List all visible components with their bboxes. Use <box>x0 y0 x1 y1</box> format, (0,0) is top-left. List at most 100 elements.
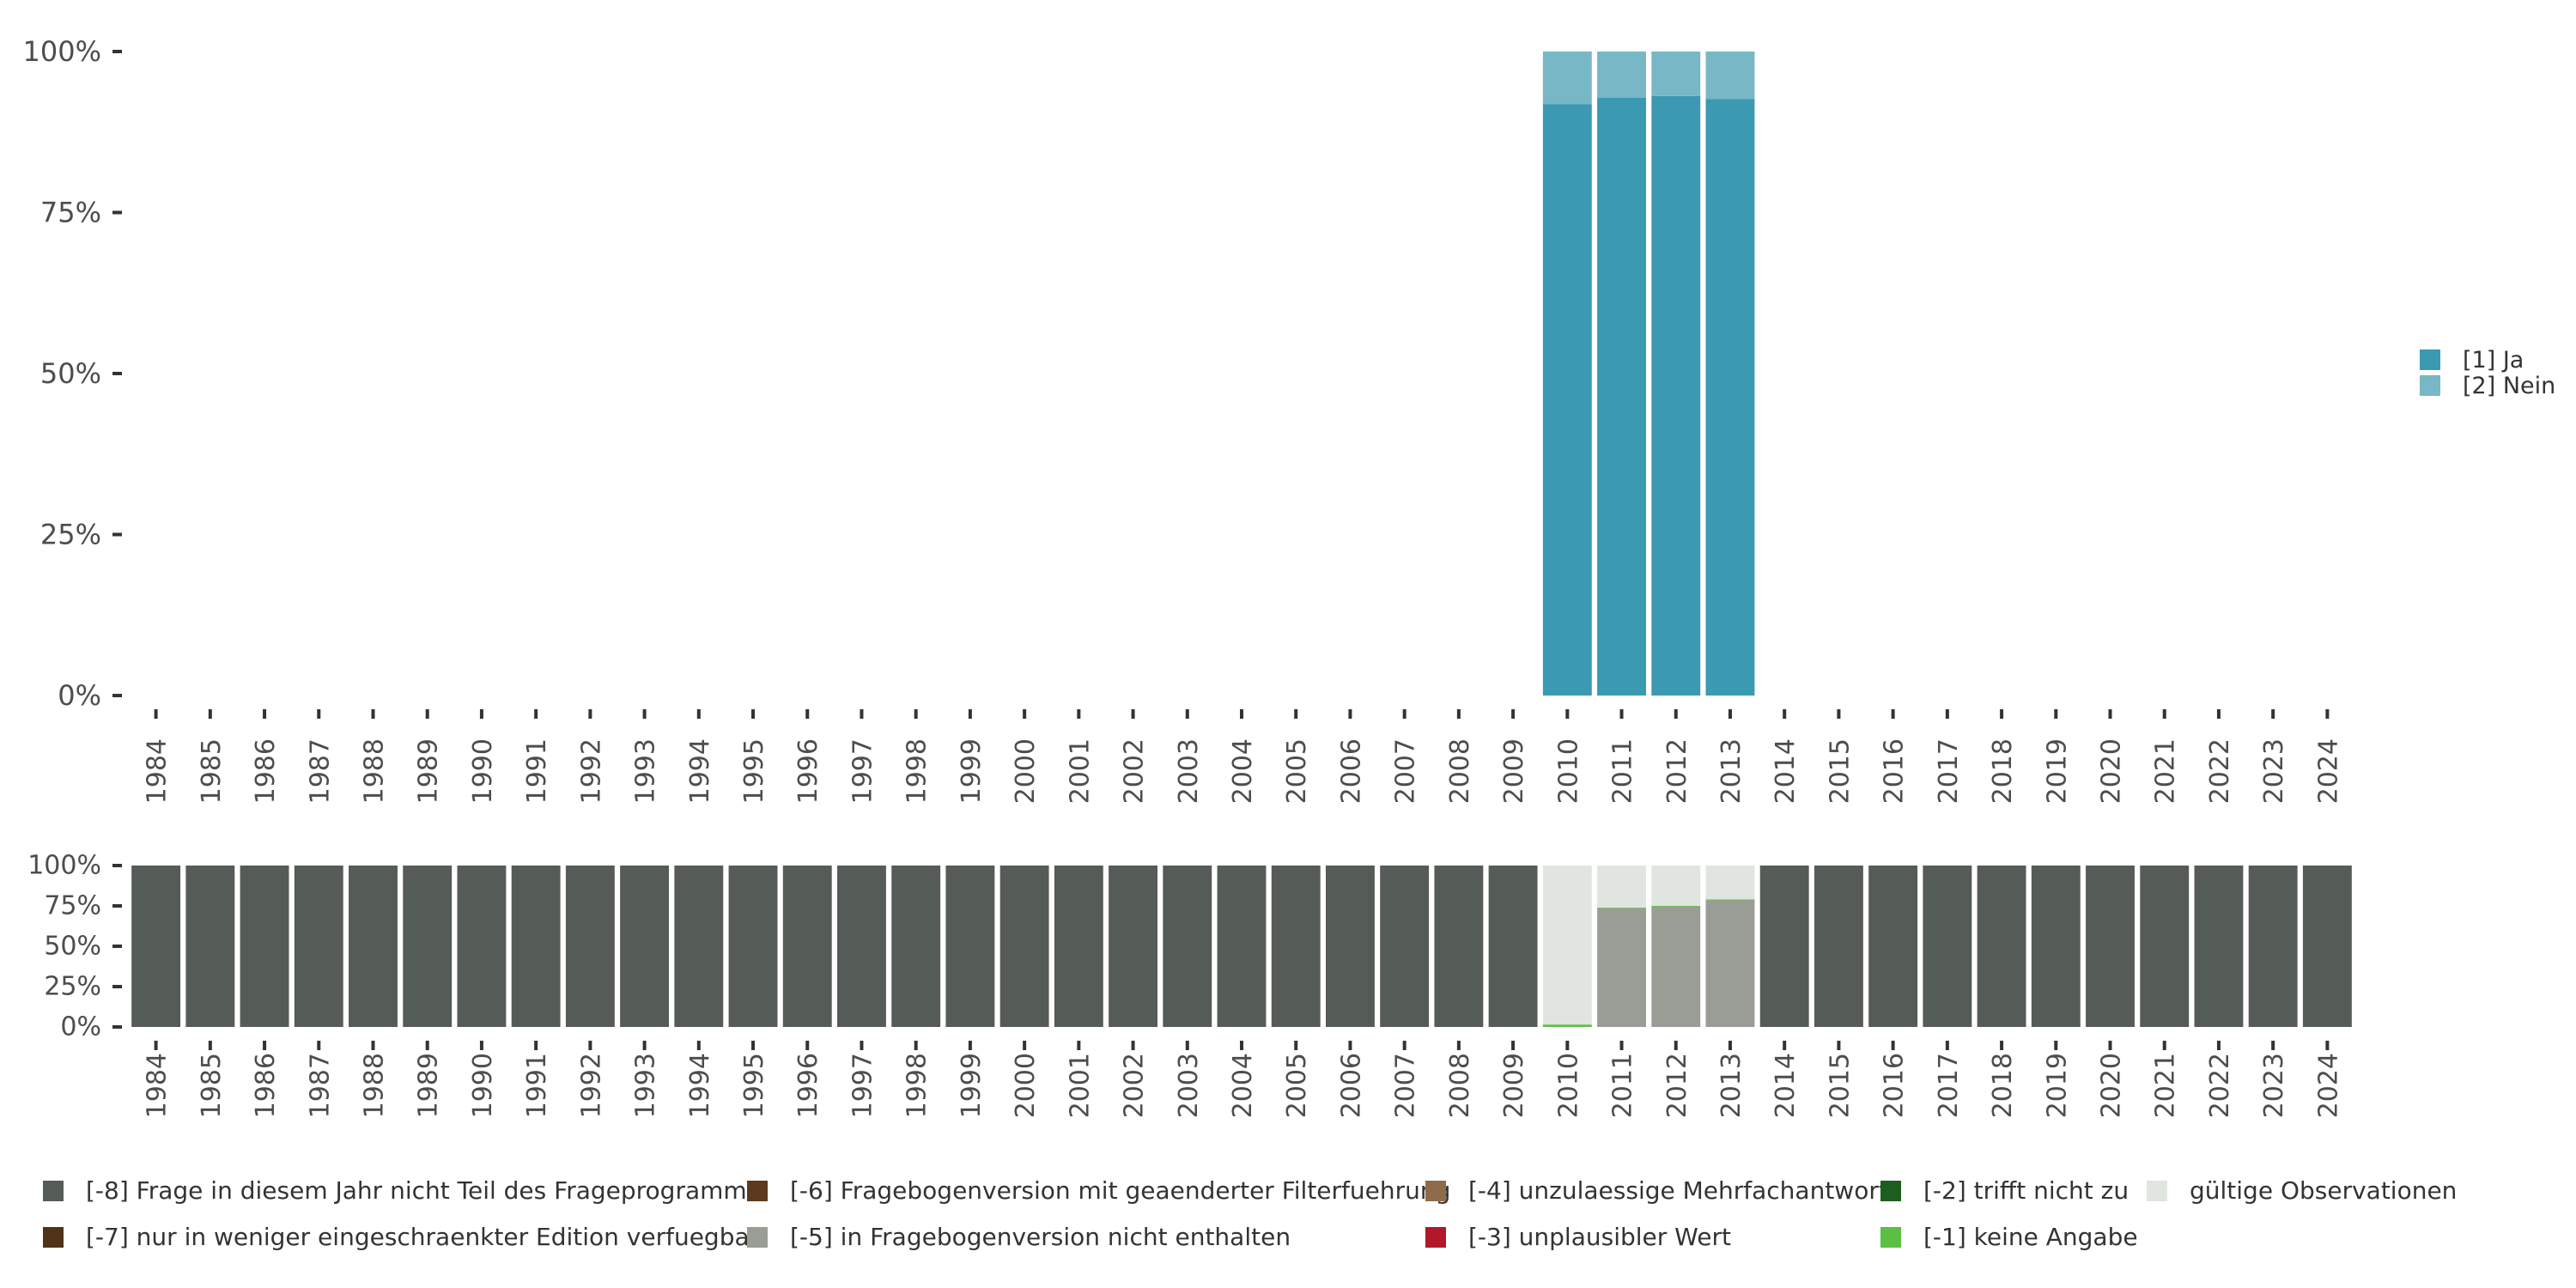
x-tick-label: 2004 <box>1228 1053 1258 1118</box>
x-tick-label: 2006 <box>1336 1053 1366 1118</box>
x-tick-label: 2014 <box>1771 738 1801 804</box>
y-tick-label: 25% <box>44 972 101 1002</box>
y-tick-label: 75% <box>40 197 101 229</box>
x-tick-label: 2011 <box>1608 738 1638 804</box>
top-chart-panel: 0% 25% 50% 75% 100% 1984 1985 1986 1987 1988 1989 1… <box>23 35 2344 804</box>
bar-segment <box>1923 866 1972 1027</box>
x-tick-label: 1990 <box>468 1053 498 1118</box>
bar-segment <box>1054 866 1103 1027</box>
x-tick-label: 1985 <box>197 738 227 804</box>
bar-segment <box>2302 866 2352 1027</box>
x-tick-label: 2009 <box>1499 738 1529 804</box>
x-tick-label: 2014 <box>1771 1053 1801 1118</box>
x-tick-label: 2011 <box>1608 1053 1638 1118</box>
y-tick-label: 50% <box>44 932 101 962</box>
legend-label: [-5] in Fragebogenversion nicht enthalte… <box>790 1223 1291 1251</box>
x-tick-label: 2003 <box>1174 738 1204 804</box>
top-chart-legend: [1] Ja [2] Nein <box>2420 346 2555 399</box>
legend-swatch <box>1880 1226 1901 1248</box>
x-tick-label: 1992 <box>576 738 606 804</box>
x-tick-label: 2023 <box>2259 1053 2289 1118</box>
x-tick-label: 1987 <box>305 738 335 804</box>
x-tick-label: 1985 <box>197 1053 227 1118</box>
x-tick-label: 1986 <box>251 1053 281 1118</box>
x-tick-label: 2005 <box>1282 1053 1312 1118</box>
bar-segment <box>1597 52 1646 98</box>
x-tick-label: 1993 <box>631 738 661 804</box>
x-tick-label: 2016 <box>1880 1053 1910 1118</box>
bar-segment <box>674 866 724 1027</box>
x-tick-label: 2021 <box>2151 738 2181 804</box>
legend-label: [-3] unplausibler Wert <box>1468 1223 1731 1251</box>
x-tick-label: 1986 <box>251 738 281 804</box>
bar-segment <box>1814 866 1863 1027</box>
bar-segment <box>511 866 561 1027</box>
x-tick-label: 2017 <box>1934 738 1964 804</box>
x-tick-label: 1992 <box>576 1053 606 1118</box>
legend-item: [-3] unplausibler Wert <box>1425 1223 1731 1251</box>
bar-segment <box>1651 95 1701 696</box>
x-tick-label: 2012 <box>1662 738 1692 804</box>
bar-segment <box>1597 908 1646 1027</box>
x-tick-label: 1989 <box>414 1053 444 1118</box>
bar-segment <box>728 866 778 1027</box>
legend-item: [-8] Frage in diesem Jahr nicht Teil des… <box>43 1176 759 1205</box>
legend-label: [1] Ja <box>2463 346 2524 374</box>
x-tick-label: 2022 <box>2205 738 2235 804</box>
x-tick-label: 2022 <box>2205 1053 2235 1118</box>
legend-swatch <box>1880 1180 1901 1201</box>
legend-item: gültige Observationen <box>2147 1176 2457 1205</box>
bar-segment <box>1651 906 1701 907</box>
bar-segment <box>1651 52 1701 96</box>
y-tick-label: 0% <box>58 679 101 712</box>
bar-segment <box>457 866 507 1027</box>
x-tick-label: 2020 <box>2097 1053 2127 1118</box>
bar-segment <box>782 866 832 1027</box>
legend-label: gültige Observationen <box>2190 1176 2458 1205</box>
x-tick-label: 1995 <box>739 738 769 804</box>
bar-segment <box>1325 866 1375 1027</box>
bar-segment <box>891 866 941 1027</box>
x-tick-label: 1984 <box>143 738 173 804</box>
y-tick-label: 50% <box>40 357 101 390</box>
legend-item: [2] Nein <box>2420 373 2555 399</box>
bar-segment <box>2194 866 2244 1027</box>
x-tick-label: 2018 <box>1988 1053 2018 1118</box>
x-tick-label: 1996 <box>793 1053 823 1118</box>
x-tick-label: 1997 <box>848 738 878 804</box>
x-tick-label: 1996 <box>793 738 823 804</box>
bar-segment <box>1651 866 1701 906</box>
bar-segment <box>2086 866 2135 1027</box>
x-tick-label: 1999 <box>957 738 987 804</box>
bar-segment <box>131 866 181 1027</box>
legend-item: [-6] Fragebogenversion mit geaenderter F… <box>747 1176 1450 1205</box>
legend-label: [-4] unzulaessige Mehrfachantwort <box>1468 1176 1888 1205</box>
legend-item: [-1] keine Angabe <box>1880 1223 2138 1251</box>
bar-segment <box>1868 866 1918 1027</box>
bar-segment <box>620 866 670 1027</box>
x-tick-label: 2021 <box>2151 1053 2181 1118</box>
bottom-chart-legend: [-8] Frage in diesem Jahr nicht Teil des… <box>43 1176 2559 1271</box>
x-tick-label: 1984 <box>143 1053 173 1118</box>
x-tick-label: 1991 <box>522 738 552 804</box>
legend-swatch <box>747 1180 768 1201</box>
bar-segment <box>565 866 615 1027</box>
x-tick-label: 2007 <box>1391 738 1421 804</box>
x-tick-label: 2004 <box>1228 738 1258 804</box>
x-tick-label: 1995 <box>739 1053 769 1118</box>
legend-item: [-2] trifft nicht zu <box>1880 1176 2129 1205</box>
x-tick-label: 1997 <box>848 1053 878 1118</box>
x-tick-label: 1990 <box>468 738 498 804</box>
x-tick-label: 1988 <box>359 1053 389 1118</box>
bar-segment <box>1271 866 1321 1027</box>
x-tick-label: 1987 <box>305 1053 335 1118</box>
x-tick-label: 2024 <box>2313 738 2343 804</box>
bar-segment <box>1705 99 1755 696</box>
x-tick-label: 1998 <box>902 1053 933 1118</box>
legend-swatch <box>2147 1180 2167 1201</box>
legend-label: [-1] keine Angabe <box>1923 1223 2138 1251</box>
x-tick-label: 1998 <box>902 738 933 804</box>
bar-segment <box>349 866 398 1027</box>
x-tick-label: 2008 <box>1445 738 1475 804</box>
x-tick-label: 2013 <box>1716 738 1747 804</box>
